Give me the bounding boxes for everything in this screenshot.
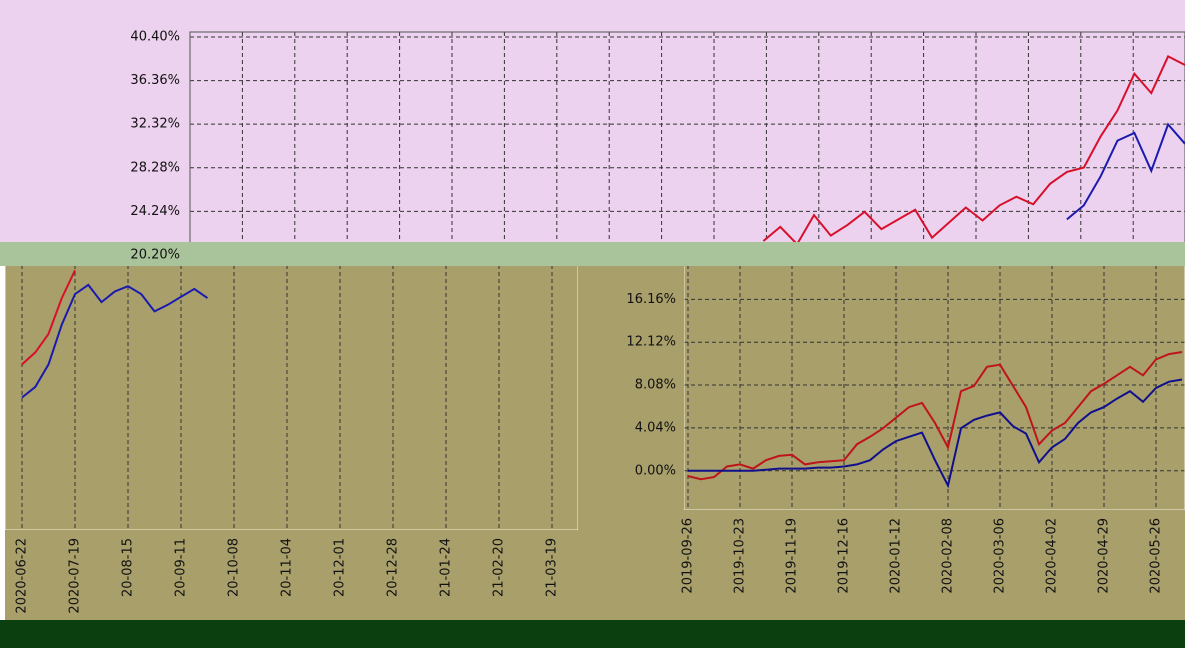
y-tick-label: 28.28% [130,160,180,175]
y-tick-label: 16.16% [626,292,676,307]
y-tick-label: 4.04% [635,420,676,435]
y-tick-label: 20.20% [130,248,180,263]
x-tick-label: 2019-10-23 [733,518,748,594]
x-tick-label: 2019-11-19 [785,518,800,594]
y-tick-label: 24.24% [130,204,180,219]
y-tick-label: 12.12% [626,335,676,350]
y-tick-label: 32.32% [130,117,180,132]
x-tick-label: 2020-04-02 [1045,518,1060,594]
x-tick-label: 2020-04-29 [1097,518,1112,594]
x-tick-label: 20-09-11 [174,538,189,597]
status-strip [0,620,1185,648]
y-tick-label: 36.36% [130,73,180,88]
x-tick-label: 2020-07-19 [68,538,83,614]
labels: 20.20% [130,248,180,263]
x-tick-label: 21-01-24 [439,538,454,597]
screen: 2020-06-22 2020-07-19 20-08-15 20-09-11 20-1… [0,0,1185,648]
x-tick-label: 2020-06-22 [15,538,30,614]
x-tick-label: 2019-12-16 [837,518,852,594]
y-tick-label: 8.08% [635,378,676,393]
y-tick-label: 40.40% [130,29,180,44]
edge [0,242,5,620]
x-tick-label: 2020-03-06 [993,518,1008,594]
x-tick-label: 2020-02-08 [941,518,956,594]
x-tick-label: 20-10-08 [227,538,242,597]
x-tick-label: 20-08-15 [121,538,136,597]
x-tick-label: 21-03-19 [545,538,560,597]
x-tick-label: 20-12-01 [333,538,348,597]
x-tick-label: 20-11-04 [280,538,295,597]
x-tick-label: 2020-01-12 [889,518,904,594]
x-tick-label: 20-12-28 [386,538,401,597]
x-tick-label: 2019-09-26 [681,518,696,594]
x-tick-label: 21-02-20 [492,538,507,597]
x-tick-label: 2020-05-26 [1149,518,1164,594]
y-tick-label: 0.00% [635,463,676,478]
